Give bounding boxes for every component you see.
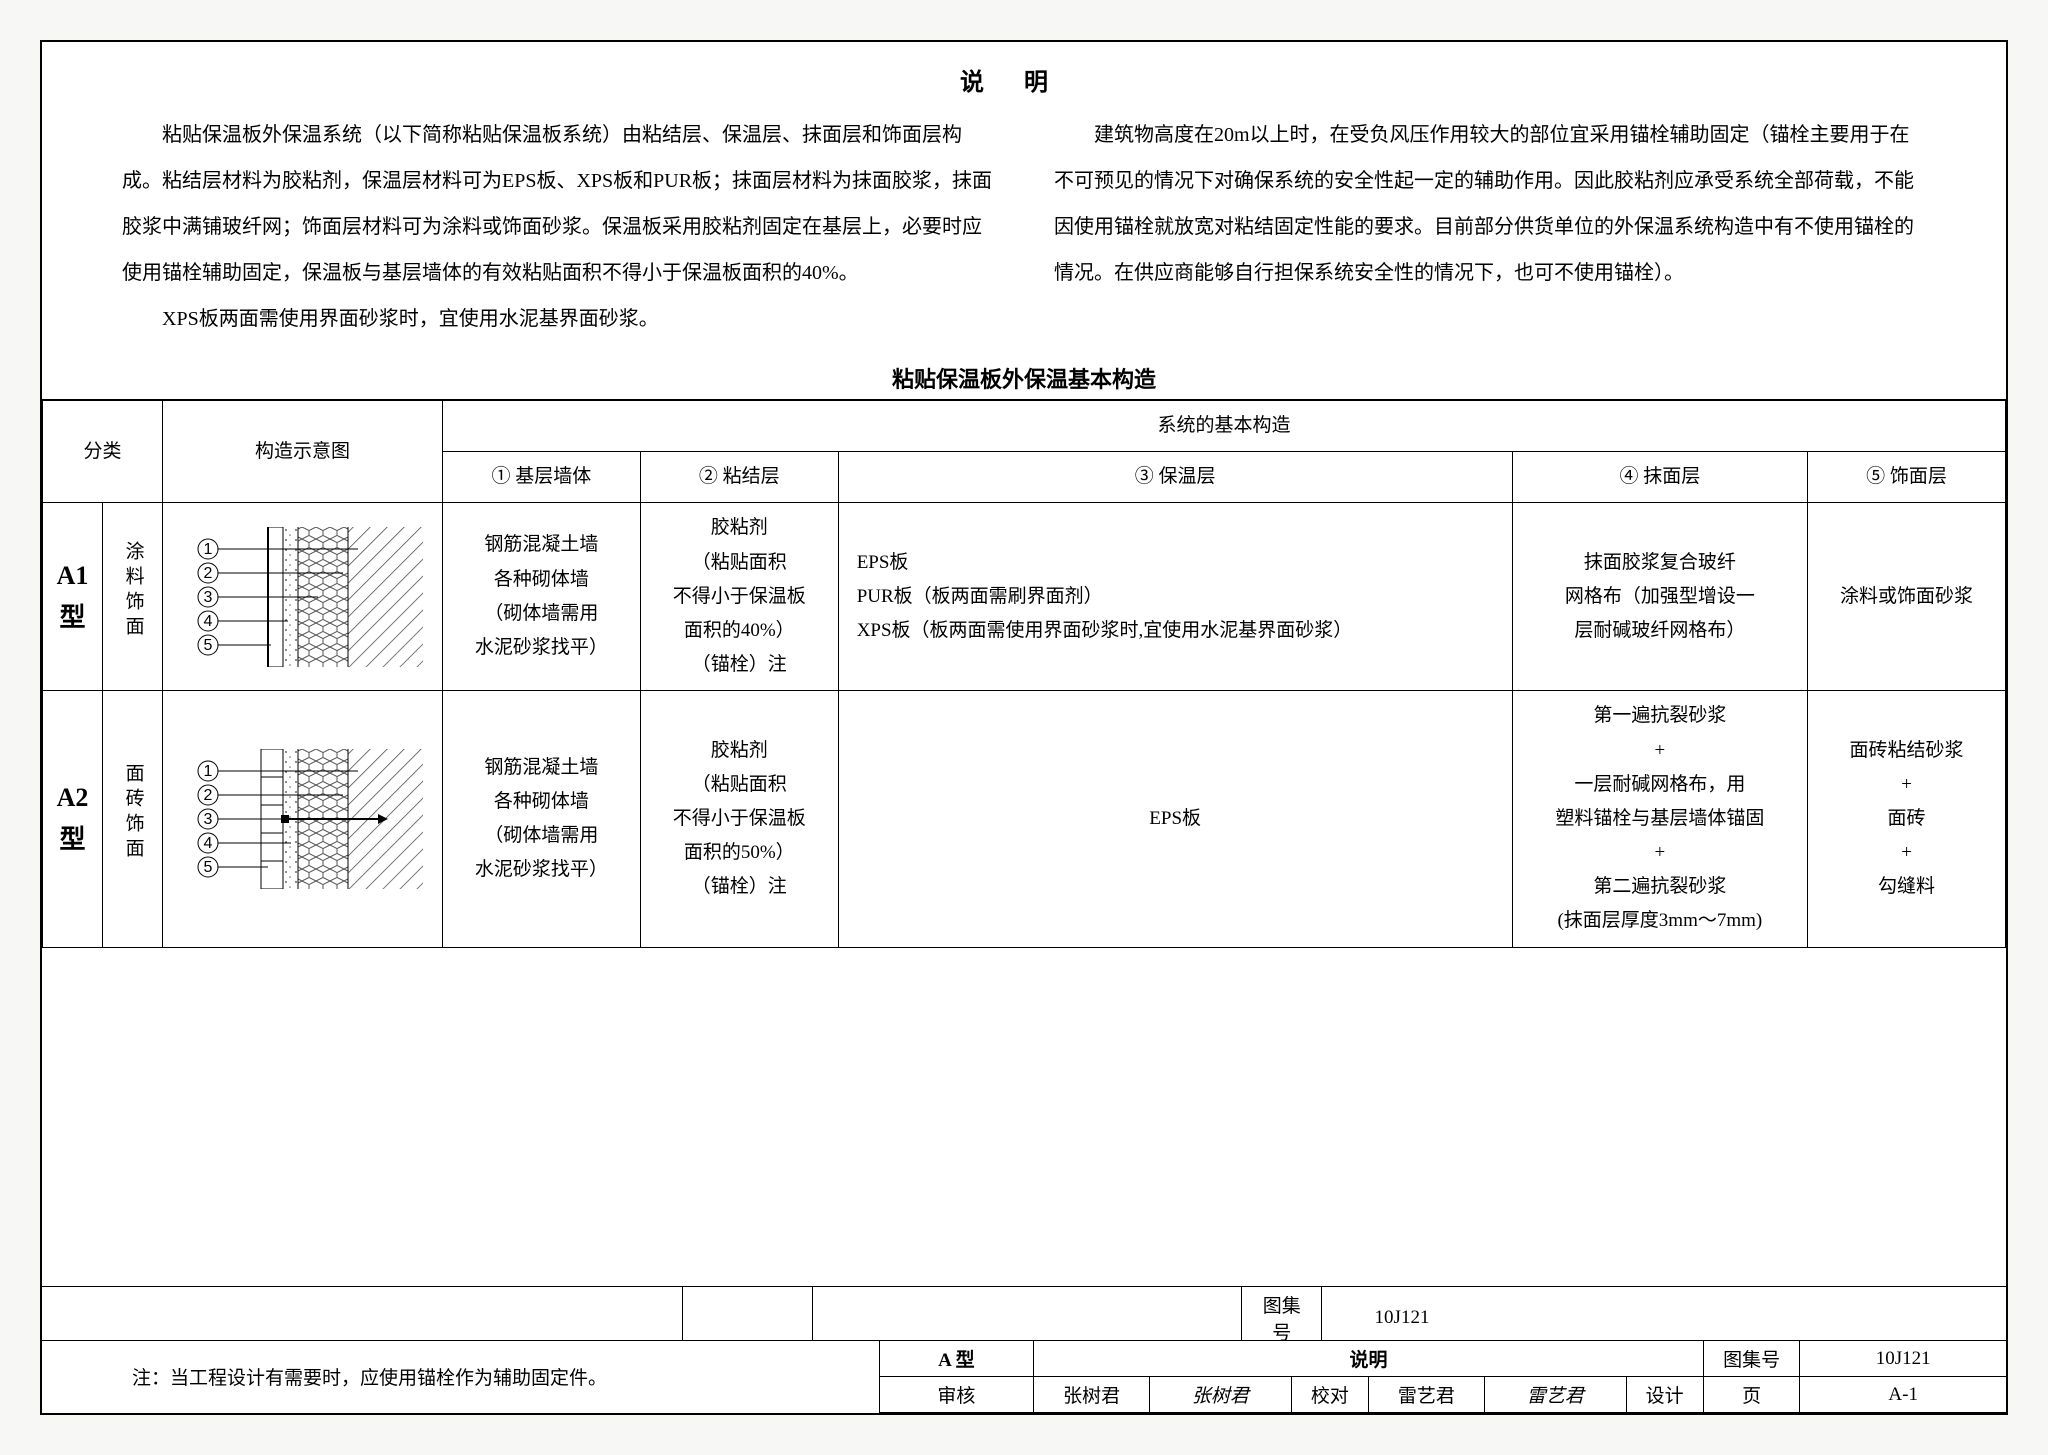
svg-text:2: 2	[203, 565, 212, 582]
diagram-a2: 1 2 3 4 5	[183, 749, 423, 889]
row2-c1: 钢筋混凝土墙 各种砌体墙 （砌体墙需用 水泥砂浆找平）	[443, 691, 641, 947]
th-col4: ④ 抹面层	[1512, 452, 1807, 503]
row1-c3: EPS板 PUR板（板两面需刷界面剂） XPS板（板两面需使用界面砂浆时,宜使用…	[838, 503, 1512, 691]
diagram-a1: 1 2 3 4 5	[183, 527, 423, 667]
ft-page-v: A-1	[1800, 1377, 2006, 1413]
th-system: 系统的基本构造	[443, 400, 2006, 452]
intro-block: 粘贴保温板外保温系统（以下简称粘贴保温板系统）由粘结层、保温层、抹面层和饰面层构…	[42, 112, 2006, 357]
footer-table-main: 注：当工程设计有需要时，应使用锚栓作为辅助固定件。 A 型 说明 图集号 10J…	[42, 1340, 2006, 1413]
row2-diagram: 1 2 3 4 5	[163, 691, 443, 947]
th-col5: ⑤ 饰面层	[1808, 452, 2006, 503]
svg-text:4: 4	[203, 835, 212, 852]
intro-left-p2: XPS板两面需使用界面砂浆时，宜使用水泥基界面砂浆。	[122, 296, 994, 342]
svg-text:4: 4	[203, 613, 212, 630]
row1-c1: 钢筋混凝土墙 各种砌体墙 （砌体墙需用 水泥砂浆找平）	[443, 503, 641, 691]
th-category: 分类	[43, 400, 163, 503]
svg-text:3: 3	[203, 811, 212, 828]
ft-code-l: 图集号	[1703, 1341, 1800, 1377]
ft-review-sign: 张树君	[1150, 1377, 1292, 1413]
page-title: 说明	[42, 42, 2006, 112]
row2-c3: EPS板	[838, 691, 1512, 947]
row2-subtype: 面砖饰面	[103, 691, 163, 947]
ft-check-v: 雷艺君	[1368, 1377, 1484, 1413]
row1-c4: 抹面胶浆复合玻纤 网格布（加强型增设一 层耐碱玻纤网格布）	[1512, 503, 1807, 691]
row1-diagram: 1 2 3 4 5	[163, 503, 443, 691]
row1-type: A1型	[43, 503, 103, 691]
svg-text:1: 1	[203, 763, 212, 780]
row2-c5: 面砖粘结砂浆 + 面砖 + 勾缝料	[1808, 691, 2006, 947]
th-col1: ① 基层墙体	[443, 452, 641, 503]
ft-type: A 型	[879, 1341, 1034, 1377]
table-row: A2型 面砖饰面	[43, 691, 2006, 947]
intro-left-p1: 粘贴保温板外保温系统（以下简称粘贴保温板系统）由粘结层、保温层、抹面层和饰面层构…	[122, 112, 994, 296]
svg-text:2: 2	[203, 787, 212, 804]
row1-c5: 涂料或饰面砂浆	[1808, 503, 2006, 691]
intro-left: 粘贴保温板外保温系统（以下简称粘贴保温板系统）由粘结层、保温层、抹面层和饰面层构…	[122, 112, 994, 342]
row2-c2: 胶粘剂 （粘贴面积 不得小于保温板 面积的50%） （锚栓）注	[640, 691, 838, 947]
row2-c4: 第一遍抗裂砂浆 + 一层耐碱网格布，用 塑料锚栓与基层墙体锚固 + 第二遍抗裂砂…	[1512, 691, 1807, 947]
th-diagram: 构造示意图	[163, 400, 443, 503]
svg-text:5: 5	[203, 637, 212, 654]
svg-text:5: 5	[203, 859, 212, 876]
construction-table: 分类 构造示意图 系统的基本构造 ① 基层墙体 ② 粘结层 ③ 保温层 ④ 抹面…	[42, 399, 2006, 948]
table-row: A1型 涂料饰面	[43, 503, 2006, 691]
ft-check-sign: 雷艺君	[1484, 1377, 1626, 1413]
ft-check-l: 校对	[1291, 1377, 1368, 1413]
svg-text:1: 1	[203, 541, 212, 558]
row2-type: A2型	[43, 691, 103, 947]
th-col3: ③ 保温层	[838, 452, 1512, 503]
svg-text:3: 3	[203, 589, 212, 606]
th-col2: ② 粘结层	[640, 452, 838, 503]
intro-right: 建筑物高度在20m以上时，在受负风压作用较大的部位宜采用锚栓辅助固定（锚栓主要用…	[1054, 112, 1926, 342]
ft-review-v: 张树君	[1034, 1377, 1150, 1413]
document-page: 说明 粘贴保温板外保温系统（以下简称粘贴保温板系统）由粘结层、保温层、抹面层和饰…	[40, 40, 2008, 1415]
table-subtitle: 粘贴保温板外保温基本构造	[42, 357, 2006, 399]
ft-desc: 说明	[1034, 1341, 1704, 1377]
footnote-text: 注：当工程设计有需要时，应使用锚栓作为辅助固定件。	[42, 1341, 879, 1413]
ft-design-l: 设计	[1626, 1377, 1703, 1413]
ft-code-v: 10J121	[1800, 1341, 2006, 1377]
ft-page-l: 页	[1703, 1377, 1800, 1413]
row1-subtype: 涂料饰面	[103, 503, 163, 691]
row1-c2: 胶粘剂 （粘贴面积 不得小于保温板 面积的40%） （锚栓）注	[640, 503, 838, 691]
intro-right-p1: 建筑物高度在20m以上时，在受负风压作用较大的部位宜采用锚栓辅助固定（锚栓主要用…	[1054, 112, 1926, 296]
ft-review-l: 审核	[879, 1377, 1034, 1413]
